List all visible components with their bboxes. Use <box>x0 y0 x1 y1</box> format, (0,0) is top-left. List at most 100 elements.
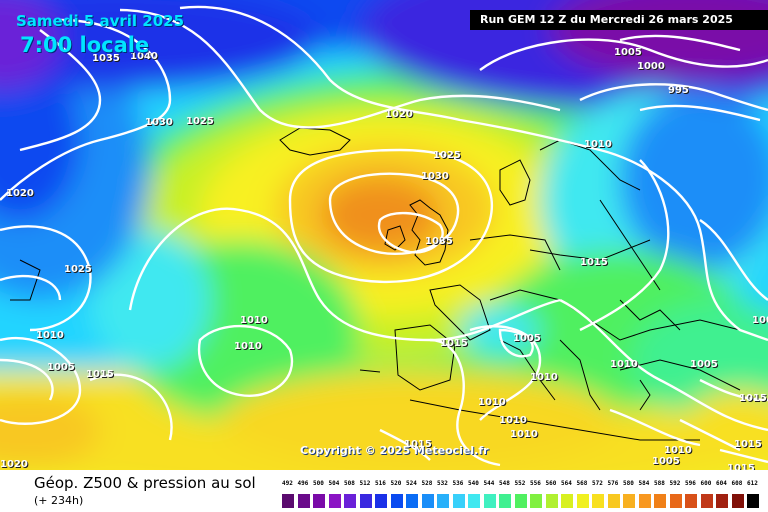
legend-swatch <box>313 494 325 508</box>
legend-swatch <box>359 494 372 508</box>
legend-value-label: 612 <box>747 480 758 487</box>
isobars <box>0 5 768 467</box>
isobar-label: 1010 <box>510 429 538 440</box>
isobar-label: 1035 <box>92 53 120 64</box>
isobar-label: 995 <box>668 85 689 96</box>
legend-value-label: 556 <box>530 480 541 487</box>
legend-swatch <box>623 494 635 508</box>
legend-swatch <box>700 494 713 508</box>
legend-value-label: 596 <box>685 480 696 487</box>
isobar-label: 1015 <box>580 257 608 268</box>
isobar-label: 1040 <box>130 51 158 62</box>
legend-swatch <box>437 494 449 508</box>
isobar-label: 1010 <box>240 315 268 326</box>
isobar-label: 1030 <box>145 117 173 128</box>
isobar-label: 1010 <box>584 139 612 150</box>
isobar-label: 1005 <box>47 362 75 373</box>
isobar-label: 1015 <box>404 439 432 450</box>
legend-value-label: 544 <box>483 480 495 487</box>
legend-swatch <box>545 494 558 508</box>
legend-swatch <box>530 494 542 508</box>
isobar-label: 1015 <box>727 463 755 471</box>
legend-value-label: 576 <box>607 480 619 487</box>
legend-value-label: 600 <box>700 480 712 487</box>
legend-value-label: 520 <box>390 480 402 487</box>
legend-swatch <box>685 494 697 508</box>
legend-swatch <box>654 494 666 508</box>
legend-swatch <box>716 494 728 508</box>
coastlines <box>10 127 741 441</box>
isobar-label: 1025 <box>186 116 214 127</box>
isobar-label: 1015 <box>739 393 767 404</box>
legend-value-label: 580 <box>623 480 634 487</box>
legend-swatch <box>468 494 480 508</box>
isobar-label: 1010 <box>499 415 527 426</box>
legend-value-label: 560 <box>545 480 557 487</box>
legend-swatch <box>297 494 310 508</box>
legend-value-label: 516 <box>375 480 386 487</box>
legend-swatch <box>375 494 387 508</box>
isobar-label: 1005 <box>690 359 718 370</box>
legend-value-label: 536 <box>452 480 464 487</box>
legend-value-label: 592 <box>669 480 681 487</box>
legend-value-label: 496 <box>297 480 309 487</box>
isobar-label: 1010 <box>234 341 262 352</box>
legend-value-label: 500 <box>313 480 324 487</box>
legend-value-label: 608 <box>731 480 743 487</box>
legend-value-label: 548 <box>499 480 510 487</box>
legend-swatch <box>561 494 573 508</box>
isobar-label: 1020 <box>0 459 28 470</box>
copyright-notice: Copyright © 2025 Meteociel.fr <box>300 444 489 457</box>
legend-value-label: 588 <box>654 480 665 487</box>
legend-value-label: 572 <box>592 480 603 487</box>
isobar-label: 1010 <box>478 397 506 408</box>
legend-swatch <box>406 494 418 508</box>
isobar-label: 1005 <box>752 315 768 326</box>
isobar-label: 1010 <box>530 372 558 383</box>
run-info: Run GEM 12 Z du Mercredi 26 mars 2025 <box>470 10 768 30</box>
isobar-label: 1005 <box>513 333 541 344</box>
legend-value-label: 512 <box>359 480 371 487</box>
legend-swatch <box>390 494 403 508</box>
forecast-map: 1035 1040 1030 1025 1020 1025 1030 1035 … <box>0 0 768 470</box>
legend-swatch <box>514 494 527 508</box>
legend-swatch <box>282 494 294 508</box>
legend-value-label: 532 <box>437 480 448 487</box>
legend-value-label: 552 <box>514 480 526 487</box>
legend-swatch <box>592 494 604 508</box>
forecast-hour: (+ 234h) <box>34 494 84 507</box>
isobar-label: 1010 <box>664 445 692 456</box>
map-canvas <box>0 0 768 470</box>
legend-swatch <box>607 494 620 508</box>
isobar-label: 1015 <box>734 439 762 450</box>
legend-swatch <box>328 494 341 508</box>
legend-value-label: 564 <box>561 480 572 487</box>
isobar-label: 1005 <box>614 47 642 58</box>
legend-value-label: 568 <box>576 480 588 487</box>
isobar-label: 1015 <box>86 369 114 380</box>
legend-value-label: 528 <box>421 480 433 487</box>
legend-value-label: 584 <box>638 480 650 487</box>
geopotential-shading <box>0 0 768 470</box>
legend-value-label: 524 <box>406 480 417 487</box>
legend-value-label: 504 <box>328 480 340 487</box>
legend-swatch <box>421 494 434 508</box>
legend-value-label: 604 <box>716 480 727 487</box>
isobar-label: 1010 <box>36 330 64 341</box>
map-title: Géop. Z500 & pression au sol <box>34 474 256 492</box>
isobar-label: 1000 <box>637 61 665 72</box>
valid-time: 7:00 locale <box>20 33 150 57</box>
legend-swatch <box>731 494 744 508</box>
legend-value-label: 508 <box>344 480 355 487</box>
legend-swatch <box>483 494 496 508</box>
legend-swatch <box>669 494 682 508</box>
legend-swatch <box>344 494 356 508</box>
legend-swatch <box>747 494 759 508</box>
legend-swatch <box>452 494 465 508</box>
isobar-label: 1025 <box>64 264 92 275</box>
legend-swatch <box>638 494 651 508</box>
legend-value-label: 492 <box>282 480 293 487</box>
legend-swatch <box>499 494 511 508</box>
isobar-label: 1005 <box>652 456 680 467</box>
isobar-label: 1035 <box>425 236 453 247</box>
